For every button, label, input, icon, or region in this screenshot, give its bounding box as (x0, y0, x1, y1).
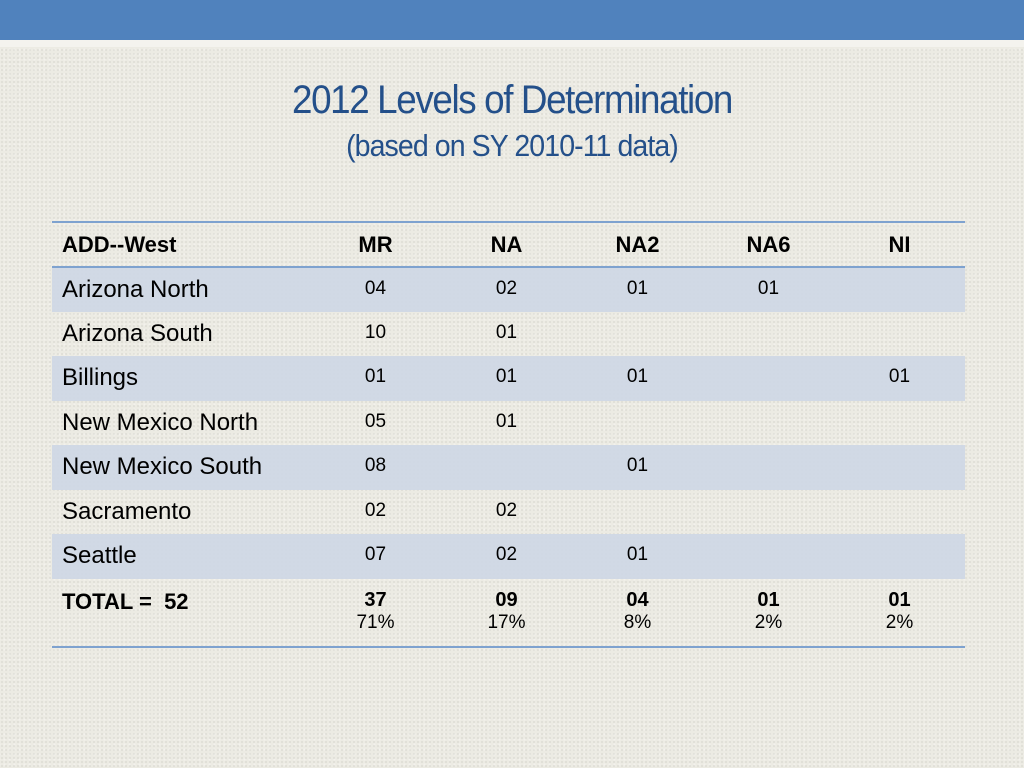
table-row: Seattle 07 02 01 (52, 534, 965, 579)
cell-value (834, 312, 965, 357)
total-percent: 2% (754, 611, 783, 633)
header-mr: MR (310, 221, 441, 268)
header-ni: NI (834, 221, 965, 268)
cell-value (834, 445, 965, 490)
cell-value: 01 (441, 356, 572, 401)
cell-value (572, 401, 703, 446)
cell-value (703, 534, 834, 579)
cell-value (703, 312, 834, 357)
cell-value: 05 (364, 410, 387, 432)
total-label: TOTAL = 52 (52, 578, 310, 648)
total-cell-na2: 04 8% (572, 578, 703, 648)
cell-value: 02 (495, 499, 518, 521)
cell-value: 02 (441, 534, 572, 579)
row-name: New Mexico South (52, 445, 310, 490)
row-name: Arizona South (62, 319, 213, 347)
table-row: Arizona North 04 02 01 01 (52, 267, 965, 312)
total-cell-na6: 01 2% (703, 578, 834, 648)
cell-value: 02 (441, 267, 572, 312)
header-na6: NA6 (703, 221, 834, 268)
row-name: Sacramento (62, 497, 192, 525)
cell-value (572, 490, 703, 535)
cell-value: 01 (703, 267, 834, 312)
total-count: 01 (888, 588, 911, 611)
row-name: Arizona North (52, 267, 310, 312)
cell-value (703, 401, 834, 446)
total-cell-mr: 37 71% (310, 578, 441, 648)
total-percent: 71% (356, 611, 395, 633)
cell-value: 01 (572, 267, 703, 312)
determination-table: ADD--West MR NA NA2 NA6 NI Arizona North… (52, 221, 965, 648)
cell-value: 01 (572, 445, 703, 490)
cell-value (703, 490, 834, 535)
cell-value (834, 401, 965, 446)
cell-value (834, 490, 965, 535)
header-na: NA (441, 221, 572, 268)
header-na2: NA2 (572, 221, 703, 268)
cell-value: 04 (310, 267, 441, 312)
table-row: Sacramento 02 02 (52, 490, 965, 535)
cell-value: 01 (572, 534, 703, 579)
cell-value: 01 (495, 321, 518, 343)
total-percent: 2% (885, 611, 914, 633)
total-percent: 8% (623, 611, 652, 633)
title-block: 2012 Levels of Determination (based on S… (0, 74, 1024, 166)
slide-title: 2012 Levels of Determination (291, 78, 733, 122)
cell-value (703, 445, 834, 490)
cell-value: 01 (834, 356, 965, 401)
table-header-row: ADD--West MR NA NA2 NA6 NI (52, 221, 965, 268)
total-count: 09 (495, 588, 518, 611)
row-name: New Mexico North (62, 408, 259, 436)
top-accent-band (0, 0, 1024, 40)
table-row: Arizona South 10 01 (52, 312, 965, 357)
total-cell-ni: 01 2% (834, 578, 965, 648)
top-divider-line (0, 40, 1024, 47)
cell-value: 07 (310, 534, 441, 579)
cell-value: 08 (310, 445, 441, 490)
cell-value (834, 534, 965, 579)
cell-value (441, 445, 572, 490)
total-row: TOTAL = 52 37 71% 09 17% 04 8% 01 2% 01 … (52, 578, 965, 648)
cell-value: 01 (572, 356, 703, 401)
cell-value (703, 356, 834, 401)
table-row: New Mexico South 08 01 (52, 445, 965, 490)
table-row: Billings 01 01 01 01 (52, 356, 965, 401)
cell-value (572, 312, 703, 357)
total-cell-na: 09 17% (441, 578, 572, 648)
total-percent: 17% (487, 611, 526, 633)
slide-subtitle: (based on SY 2010-11 data) (346, 128, 679, 163)
total-count: 37 (364, 588, 387, 611)
cell-value: 02 (364, 499, 387, 521)
table-row: New Mexico North 05 01 (52, 401, 965, 446)
row-name: Seattle (52, 534, 310, 579)
cell-value: 10 (364, 321, 387, 343)
cell-value (834, 267, 965, 312)
row-name: Billings (52, 356, 310, 401)
total-count: 04 (626, 588, 649, 611)
total-count: 01 (757, 588, 780, 611)
cell-value: 01 (495, 410, 518, 432)
header-add-west: ADD--West (52, 221, 310, 268)
cell-value: 01 (310, 356, 441, 401)
